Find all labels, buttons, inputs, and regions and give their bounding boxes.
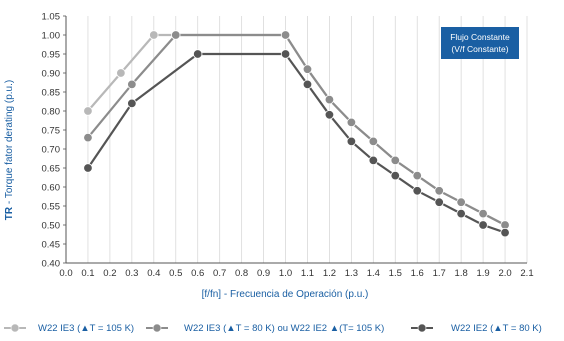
- x-tick-label: 1.3: [345, 268, 358, 279]
- data-point: [412, 186, 422, 196]
- legend-item-1: W22 IE3 (▲T = 105 K): [4, 323, 134, 334]
- y-tick-label: 0.50: [42, 221, 61, 232]
- y-tick-label: 1.05: [42, 12, 61, 23]
- data-point: [302, 64, 313, 74]
- y-tick-label: 0.85: [42, 88, 61, 99]
- data-point: [368, 155, 379, 166]
- legend-label: W22 IE3 (▲T = 105 K): [38, 323, 134, 334]
- x-tick-label: 0.3: [125, 268, 138, 279]
- x-tick-label: 0.8: [235, 268, 248, 279]
- x-tick-label: 1.4: [367, 268, 380, 279]
- data-point: [193, 49, 203, 59]
- data-point: [368, 136, 379, 147]
- x-tick-label: 0.6: [191, 268, 204, 279]
- y-tick-label: 0.90: [42, 69, 61, 80]
- x-tick-label: 1.9: [476, 268, 489, 279]
- data-point: [478, 208, 488, 219]
- legend: W22 IE3 (▲T = 105 K) W22 IE3 (▲T = 80 K) …: [4, 323, 542, 334]
- y-tick-label: 1.00: [42, 31, 61, 42]
- data-point: [434, 186, 444, 196]
- x-tick-label: 0.2: [103, 268, 116, 279]
- x-tick-label: 0.5: [169, 268, 182, 279]
- x-axis-title: [f/fn] - Frecuencia de Operación (p.u.): [202, 289, 369, 300]
- data-point: [83, 163, 93, 173]
- x-tick-label: 0.1: [81, 268, 94, 279]
- data-point: [390, 170, 400, 181]
- legend-swatch-marker: [10, 323, 20, 333]
- annotation-box: Flujo Constante (V/f Constante): [441, 27, 519, 59]
- data-point: [127, 98, 137, 109]
- y-tick-label: 0.45: [42, 240, 61, 251]
- x-tick-label: 2.0: [498, 268, 511, 279]
- legend-item-3: W22 IE2 (▲T = 80 K): [411, 323, 542, 334]
- data-point: [346, 117, 357, 128]
- data-point: [324, 110, 335, 120]
- x-tick-label: 2.1: [520, 268, 533, 279]
- data-point: [127, 79, 137, 90]
- data-point: [171, 30, 181, 40]
- data-point: [116, 68, 126, 78]
- data-point: [83, 132, 93, 143]
- legend-label: W22 IE3 (▲T = 80 K) ou W22 IE2 ▲(T= 105 …: [184, 323, 384, 334]
- data-point: [346, 136, 357, 147]
- data-point: [434, 197, 444, 207]
- y-tick-labels: 0.40 0.45 0.50 0.55 0.60 0.65 0.70 0.75 0.80 0.85…: [42, 12, 61, 270]
- x-tick-label: 1.8: [455, 268, 468, 279]
- x-tick-label: 0.0: [59, 268, 72, 279]
- data-point: [456, 197, 466, 207]
- y-tick-label: 0.70: [42, 145, 61, 156]
- legend-swatch-marker: [152, 323, 162, 333]
- legend-item-2: W22 IE3 (▲T = 80 K) ou W22 IE2 ▲(T= 105 …: [146, 323, 384, 334]
- y-axis-title: TR - Torque fator derating (p.u.): [4, 80, 15, 220]
- data-point: [149, 30, 159, 40]
- x-tick-label: 1.6: [411, 268, 424, 279]
- data-point: [302, 79, 313, 90]
- annotation-box-background: [441, 27, 519, 59]
- y-tick-label: 0.40: [42, 259, 61, 270]
- x-tick-label: 0.9: [257, 268, 270, 279]
- y-tick-label: 0.80: [42, 107, 61, 118]
- x-tick-label: 1.5: [389, 268, 402, 279]
- axes: [63, 15, 527, 264]
- data-point: [83, 106, 93, 116]
- data-point: [456, 208, 466, 219]
- y-tick-label: 0.60: [42, 183, 61, 194]
- x-tick-label: 0.4: [147, 268, 160, 279]
- series-line-3: [87, 52, 506, 234]
- x-tick-labels: 0.0 0.1 0.2 0.3 0.4 0.5 0.6 0.7 0.8 0.9 1.0 1.1 1.2 1…: [59, 268, 533, 279]
- x-tick-label: 0.7: [213, 268, 226, 279]
- data-point: [390, 155, 400, 166]
- data-point: [324, 94, 335, 105]
- series-group: [83, 30, 510, 238]
- legend-swatch-marker: [417, 323, 427, 333]
- annotation-line-2: (V/f Constante): [451, 44, 508, 54]
- legend-label: W22 IE2 (▲T = 80 K): [451, 323, 542, 334]
- series-line-2: [87, 33, 506, 226]
- x-tick-label: 1.0: [279, 268, 292, 279]
- x-tick-label: 1.7: [433, 268, 446, 279]
- x-tick-label: 1.2: [323, 268, 336, 279]
- data-point: [412, 170, 422, 181]
- data-point: [280, 30, 291, 40]
- data-point: [478, 220, 488, 230]
- x-tick-label: 1.1: [301, 268, 314, 279]
- y-tick-label: 0.55: [42, 202, 61, 213]
- annotation-line-1: Flujo Constante: [450, 32, 510, 42]
- data-point: [280, 49, 291, 59]
- data-point: [500, 227, 510, 238]
- y-tick-label: 0.75: [42, 126, 61, 137]
- y-tick-label: 0.65: [42, 164, 61, 175]
- y-tick-label: 0.95: [42, 50, 61, 61]
